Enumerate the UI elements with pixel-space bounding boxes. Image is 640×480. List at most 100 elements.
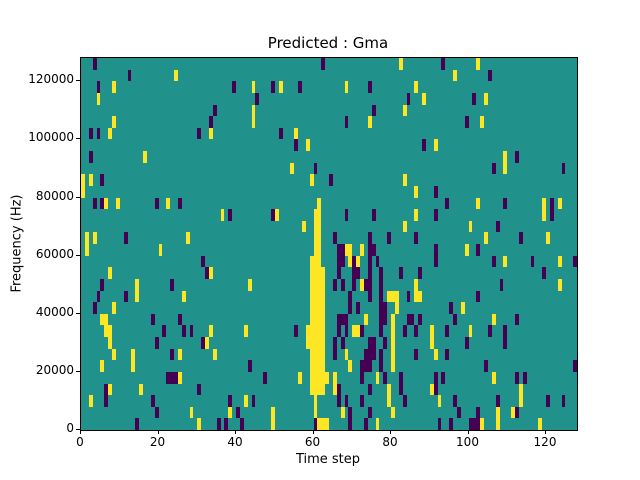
heatmap-cell-dark [270,209,275,221]
heatmap-cell-dark [332,232,337,244]
heatmap-cell-yellow [112,116,116,128]
heatmap-cell-dark [255,92,260,105]
heatmap-cell-dark [313,162,318,175]
heatmap-cell-yellow [317,220,322,233]
heatmap-cell-yellow [313,406,318,419]
heatmap-cell-dark [189,325,194,337]
heatmap-cell-dark [228,209,233,221]
heatmap-cell-dark [96,81,101,93]
heatmap-cell-dark [92,197,97,210]
heatmap-cell-yellow [100,360,105,372]
heatmap-cell-dark [453,395,457,407]
heatmap-cell-yellow [251,81,256,93]
heatmap-cell-dark [228,395,233,407]
heatmap-cell-dark [379,302,384,314]
heatmap-cell-yellow [546,232,550,244]
heatmap-cell-yellow [305,139,310,151]
heatmap-cell-yellow [495,406,500,419]
heatmap-cell-dark [406,92,411,105]
heatmap-cell-dark [344,395,349,407]
heatmap-cell-dark [367,278,372,291]
heatmap-cell-yellow [391,348,395,361]
heatmap-cell-dark [367,255,372,268]
heatmap-cell-yellow [340,406,345,419]
heatmap-cell-yellow [251,116,256,128]
heatmap-cell-dark [270,81,275,93]
heatmap-cell-dark [418,267,422,279]
x-tick-mark [312,430,314,434]
heatmap-cell-yellow [503,162,508,175]
heatmap-cell-yellow [309,383,314,396]
heatmap-cell-yellow [480,418,484,430]
heatmap-cell-yellow [313,348,318,361]
x-tick-label: 40 [227,435,243,449]
heatmap-cell-dark [208,116,213,128]
heatmap-cell-yellow [344,81,349,93]
heatmap-cell-yellow [313,255,318,268]
heatmap-cell-yellow [518,383,523,396]
heatmap-cell-yellow [88,174,93,186]
heatmap-cell-yellow [433,139,438,151]
heatmap-cell-yellow [205,337,209,349]
heatmap-cell-dark [363,418,368,430]
heatmap-cell-yellow [414,278,419,291]
heatmap-cell-yellow [270,406,275,419]
heatmap-cell-dark [278,127,283,140]
heatmap-cell-dark [476,406,481,419]
heatmap-cell-yellow [309,267,314,279]
heatmap-cell-dark [294,325,298,337]
heatmap-cell-yellow [317,383,322,396]
heatmap-cell-dark [251,395,256,407]
heatmap-cell-dark [468,418,473,430]
heatmap-cell-dark [379,348,384,361]
heatmap-cell-dark [398,267,403,279]
heatmap-cell-yellow [360,244,364,256]
heatmap-cell-yellow [247,278,252,291]
y-tick-mark [76,429,80,430]
y-tick-mark [76,138,80,140]
heatmap-cell-yellow [394,290,399,303]
heatmap-cell-dark [88,127,93,140]
heatmap-cell-dark [383,313,388,326]
heatmap-cell-dark [216,418,221,430]
heatmap-cell-yellow [108,325,112,337]
heatmap-cell-yellow [433,348,438,361]
heatmap-cell-dark [379,325,384,337]
heatmap-cell-yellow [305,325,310,337]
heatmap-cell-dark [503,325,508,337]
heatmap-cell-yellow [332,371,337,384]
heatmap-cell-yellow [228,406,233,419]
heatmap-cell-dark [441,58,446,70]
heatmap-cell-yellow [518,395,523,407]
heatmap-cell-dark [414,232,419,244]
heatmap-cell-dark [348,406,353,419]
heatmap-cell-dark [336,313,341,326]
heatmap-cell-yellow [290,162,295,175]
heatmap-cell-dark [371,104,376,117]
heatmap-cell-dark [433,209,438,221]
heatmap-cell-dark [247,360,252,372]
heatmap-cell-yellow [243,395,248,407]
heatmap-cell-yellow [313,313,318,326]
heatmap-cell-dark [135,418,140,430]
heatmap-cell-yellow [317,197,322,210]
chart-title: Predicted : Gma [267,34,389,52]
heatmap-cell-dark [484,360,488,372]
heatmap-cell-dark [336,325,341,337]
heatmap-cell-yellow [402,174,407,186]
heatmap-cell-dark [406,290,411,303]
heatmap-cell-yellow [317,267,322,279]
y-tick-mark [76,370,80,372]
heatmap-cell-yellow [538,418,543,430]
heatmap-cell-dark [387,232,391,244]
heatmap-cell-yellow [344,244,349,256]
heatmap-cell-dark [487,325,492,337]
heatmap-cell-dark [170,278,174,291]
heatmap-cell-dark [367,244,372,256]
heatmap-cell-yellow [309,174,314,186]
heatmap-cell-dark [495,220,500,233]
heatmap-cell-yellow [387,395,391,407]
heatmap-cell-dark [294,139,298,151]
heatmap-cell-dark [197,383,202,396]
heatmap-cell-yellow [387,290,391,303]
